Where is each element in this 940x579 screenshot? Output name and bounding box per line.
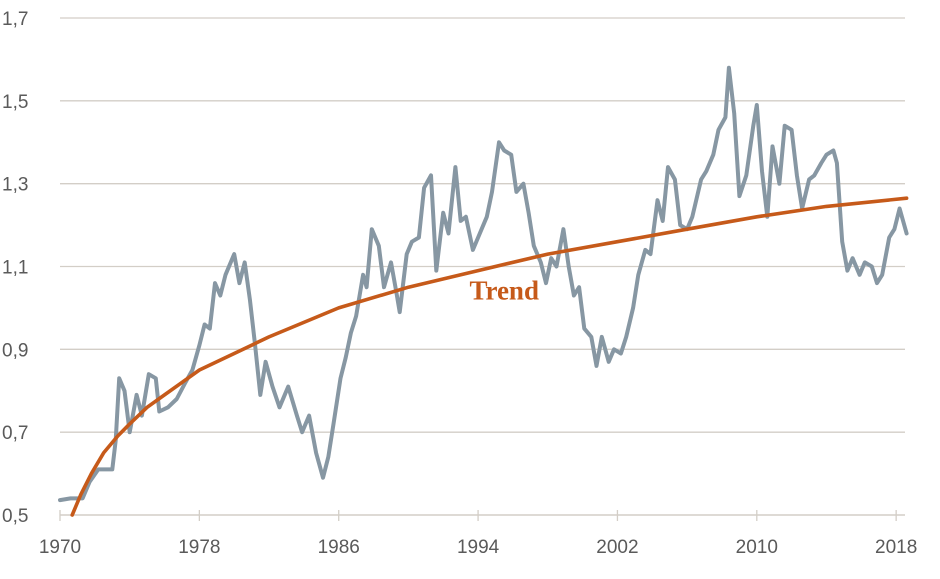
x-tick-label: 2018 xyxy=(875,537,917,558)
y-tick-label: 0,7 xyxy=(2,423,28,444)
x-tick-label: 1986 xyxy=(318,537,360,558)
x-tick-label: 2002 xyxy=(596,537,638,558)
y-tick-label: 1,7 xyxy=(2,9,28,30)
x-tick-label: 1994 xyxy=(457,537,500,558)
x-tick-label: 1978 xyxy=(178,537,220,558)
series-lines xyxy=(58,65,909,517)
y-axis: 0,5 0,7 0,9 1,1 1,3 1,5 1,7 xyxy=(2,9,28,527)
x-tick-label: 1970 xyxy=(39,537,81,558)
index-line xyxy=(58,65,909,503)
trend-line xyxy=(70,196,909,517)
y-tick-label: 0,5 xyxy=(2,506,28,527)
trend-label: Trend xyxy=(469,276,539,306)
y-tick-label: 1,1 xyxy=(2,258,28,279)
y-tick-label: 1,3 xyxy=(2,175,28,196)
gridlines xyxy=(60,17,905,433)
x-axis: 1970 1978 1986 1994 2002 2010 2018 xyxy=(39,510,917,558)
x-tick-label: 2010 xyxy=(736,537,778,558)
y-tick-label: 0,9 xyxy=(2,340,28,361)
y-tick-label: 1,5 xyxy=(2,92,28,113)
